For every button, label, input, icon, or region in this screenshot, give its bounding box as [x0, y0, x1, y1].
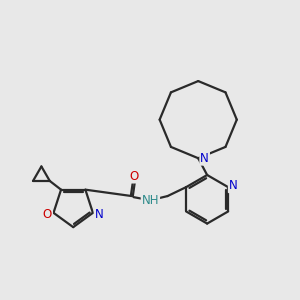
Text: O: O: [129, 169, 139, 183]
Text: N: N: [229, 179, 238, 192]
Text: N: N: [94, 208, 103, 221]
Text: NH: NH: [142, 194, 159, 207]
Text: O: O: [43, 208, 52, 221]
Text: N: N: [200, 152, 209, 165]
